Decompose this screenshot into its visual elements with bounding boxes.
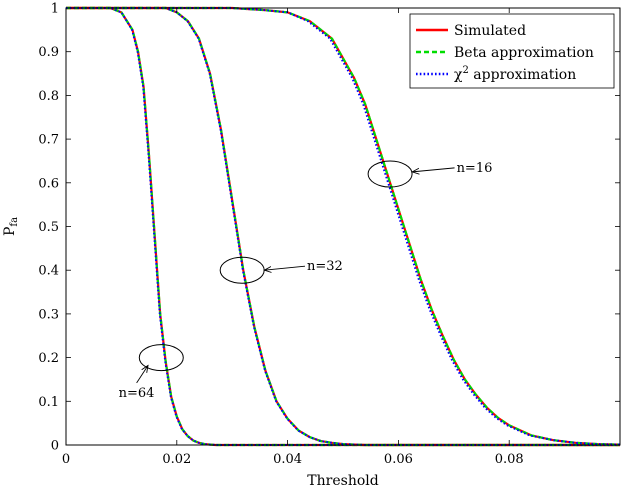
y-axis-title-main: P bbox=[2, 227, 18, 236]
y-tick-label: 0.9 bbox=[38, 45, 59, 60]
curve-n32-beta bbox=[66, 6, 620, 447]
curve-n16-chi2 bbox=[66, 7, 621, 446]
annotation-label-n64: n=64 bbox=[119, 386, 155, 401]
x-tick-label: 0.04 bbox=[273, 452, 302, 467]
annotation-arrow-n32 bbox=[264, 265, 306, 270]
legend-label-beta: Beta approximation bbox=[454, 45, 594, 61]
curve-n64-chi2 bbox=[66, 7, 620, 446]
y-tick-label: 0.5 bbox=[38, 220, 59, 235]
annotation-ellipse-n64 bbox=[138, 344, 184, 372]
y-tick-label: 0.2 bbox=[38, 351, 59, 366]
annotations-layer: n=64 n=32 n=16 bbox=[119, 160, 493, 401]
annotation-label-n32: n=32 bbox=[307, 259, 343, 274]
y-tick-label: 0.4 bbox=[38, 264, 59, 279]
y-tick-label: 0.7 bbox=[38, 133, 59, 148]
y-tick-label: 0.1 bbox=[38, 395, 59, 410]
axes-layer: 0 0.02 0.04 0.06 0.08 0 0.1 0.2 0.3 0.4 0.5 0.6 0.7 0… bbox=[38, 2, 621, 467]
annotation-arrow-n16 bbox=[412, 167, 455, 172]
x-tick-label: 0.06 bbox=[384, 452, 413, 467]
x-tick-label: 0.08 bbox=[495, 452, 524, 467]
legend-label-simulated: Simulated bbox=[454, 23, 526, 39]
x-axis-title: Threshold bbox=[307, 473, 378, 488]
y-tick-label: 0.3 bbox=[38, 307, 59, 322]
x-tick-label: 0.02 bbox=[162, 452, 191, 467]
legend-label-chi2-main: χ bbox=[454, 67, 463, 83]
y-tick-label: 0.8 bbox=[38, 89, 59, 104]
annotation-arrow-n64 bbox=[136, 365, 148, 384]
y-tick-label: 0 bbox=[51, 439, 59, 454]
curve-n16-beta bbox=[66, 6, 621, 446]
x-tick-label: 0 bbox=[62, 452, 70, 467]
y-axis-title-sub: fa bbox=[9, 217, 20, 227]
annotation-label-n16: n=16 bbox=[457, 161, 493, 176]
y-tick-label: 1 bbox=[51, 2, 59, 17]
legend-label-chi2-rest: approximation bbox=[469, 67, 576, 83]
legend: Simulated Beta approximation χ2 approxim… bbox=[409, 13, 615, 89]
legend-label-chi2: χ2 approximation bbox=[454, 65, 576, 83]
legend-label-chi2-sup: 2 bbox=[462, 65, 468, 76]
y-axis-title: Pfa bbox=[2, 217, 20, 236]
y-tick-label: 0.6 bbox=[38, 176, 59, 191]
curves-layer bbox=[66, 6, 621, 447]
